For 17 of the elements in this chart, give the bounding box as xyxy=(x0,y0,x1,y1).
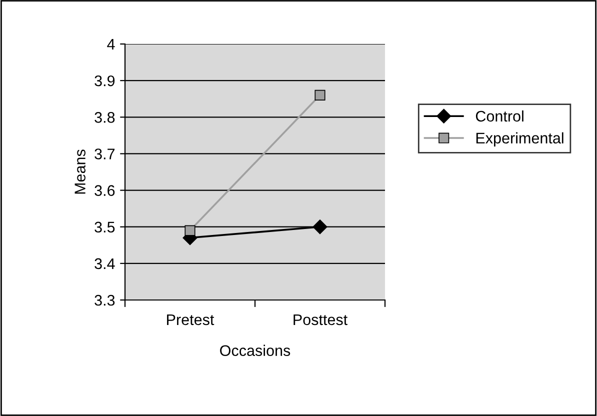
y-tick-label: 4 xyxy=(107,39,115,50)
y-axis-title: Means xyxy=(74,150,86,194)
y-tick-label: 3.9 xyxy=(94,75,115,86)
y-tick-label: 3.4 xyxy=(94,258,115,270)
point xyxy=(184,225,196,236)
point xyxy=(314,90,326,100)
legend-label: Control xyxy=(476,110,524,122)
x-axis-title: Occasions xyxy=(220,344,290,356)
legend-label: Experimental xyxy=(476,132,564,147)
x-tick-label: Posttest xyxy=(294,314,348,326)
x-tick-label: Pretest xyxy=(167,314,214,326)
y-tick-label: 3.7 xyxy=(94,148,115,160)
point xyxy=(312,220,328,234)
y-tick-label: 3.3 xyxy=(94,294,115,306)
y-tick-label: 3.6 xyxy=(94,185,115,196)
y-tick-label: 3.8 xyxy=(94,112,115,123)
y-tick-label: 3.5 xyxy=(94,222,115,233)
